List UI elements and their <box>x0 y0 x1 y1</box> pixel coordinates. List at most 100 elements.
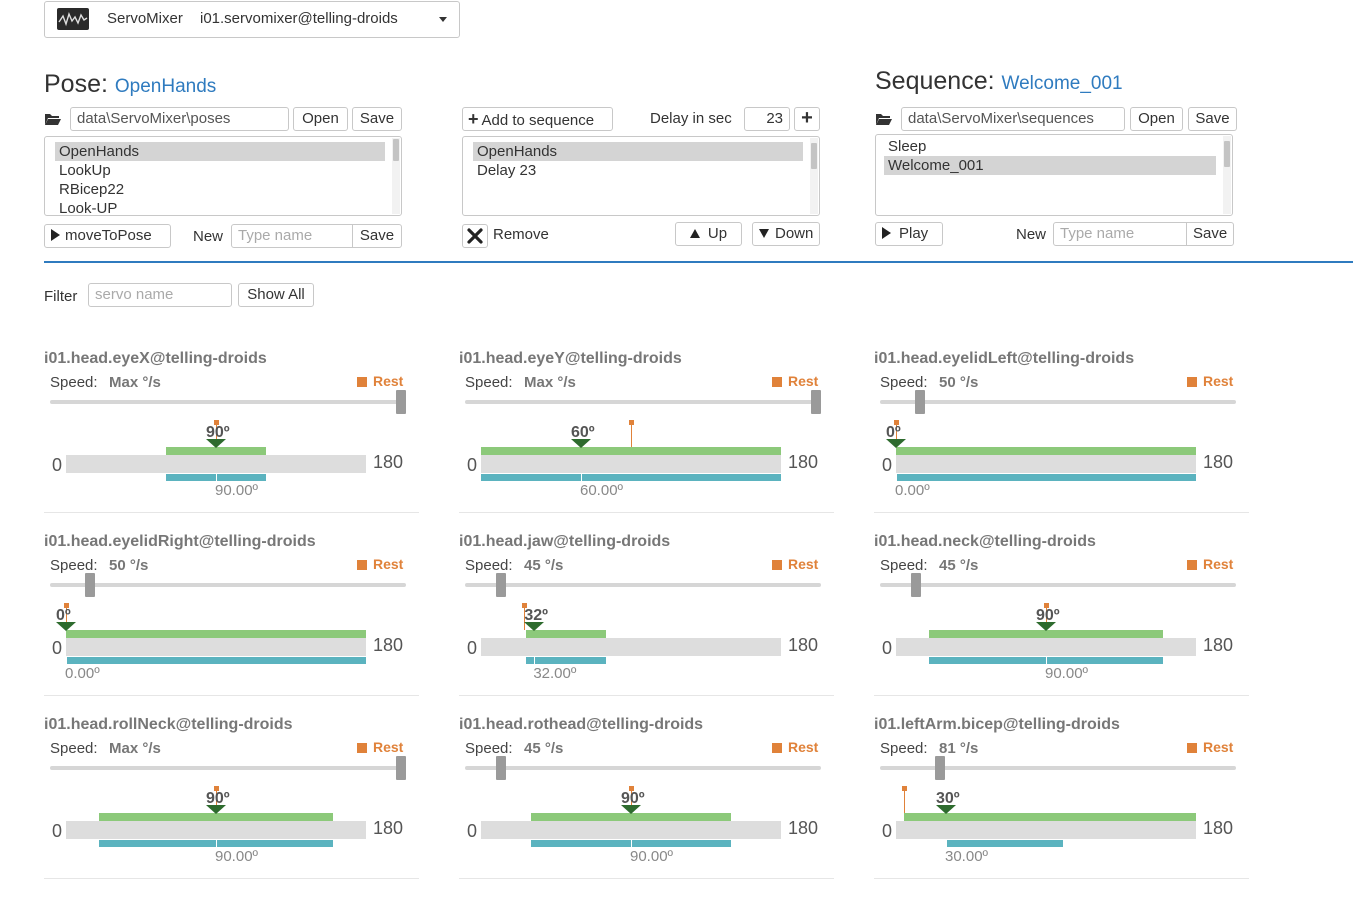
current-range-bar <box>99 840 333 847</box>
target-marker-icon[interactable] <box>571 439 591 448</box>
stop-icon <box>772 560 782 570</box>
rest-button[interactable]: Rest <box>357 556 403 572</box>
rest-button[interactable]: Rest <box>1187 373 1233 389</box>
sequence-current-link[interactable]: Welcome_001 <box>1001 73 1123 94</box>
show-all-button[interactable]: Show All <box>238 283 314 307</box>
speed-slider-handle[interactable] <box>935 756 946 780</box>
position-slider-track[interactable] <box>481 455 781 473</box>
pose-heading-label: Pose: <box>44 70 108 98</box>
sequence-list-scrollbar[interactable] <box>1223 136 1231 214</box>
pose-path-input[interactable]: data\ServoMixer\poses <box>70 107 289 131</box>
sequence-build-list[interactable]: OpenHands Delay 23 <box>462 136 820 216</box>
speed-slider-track[interactable] <box>465 400 821 404</box>
pose-save-button[interactable]: Save <box>352 107 402 131</box>
filter-input[interactable]: servo name <box>88 283 232 307</box>
pose-list[interactable]: OpenHands LookUp RBicep22 Look-UP <box>44 136 402 216</box>
pose-new-save-button[interactable]: Save <box>352 224 402 248</box>
delay-input[interactable]: 23 <box>744 107 790 131</box>
speed-slider-track[interactable] <box>50 583 406 587</box>
pose-list-item[interactable]: OpenHands <box>55 142 385 161</box>
speed-slider-handle[interactable] <box>396 756 406 780</box>
speed-slider-track[interactable] <box>50 400 406 404</box>
position-slider-track[interactable] <box>481 638 781 656</box>
speed-slider-handle[interactable] <box>496 756 507 780</box>
rest-button[interactable]: Rest <box>1187 556 1233 572</box>
move-up-button[interactable]: Up <box>675 222 742 246</box>
target-marker-icon[interactable] <box>206 805 226 814</box>
target-marker-icon[interactable] <box>524 622 545 631</box>
target-range-bar <box>904 813 1196 821</box>
rest-button[interactable]: Rest <box>357 373 403 389</box>
rest-button[interactable]: Rest <box>357 739 403 755</box>
speed-slider-handle[interactable] <box>911 573 922 597</box>
pose-list-scrollbar[interactable] <box>392 138 400 214</box>
rest-button[interactable]: Rest <box>772 556 818 572</box>
speed-slider-handle[interactable] <box>811 390 821 414</box>
speed-slider-handle[interactable] <box>84 573 95 597</box>
target-marker-icon[interactable] <box>621 805 641 814</box>
position-slider-track[interactable] <box>481 821 781 839</box>
position-slider-track[interactable] <box>66 821 366 839</box>
sequence-build-scrollbar[interactable] <box>810 138 818 214</box>
sequence-build-item[interactable]: OpenHands <box>473 142 803 161</box>
remove-icon-button[interactable] <box>462 224 488 248</box>
speed-slider-handle[interactable] <box>914 390 925 414</box>
rest-button[interactable]: Rest <box>772 739 818 755</box>
sequence-new-save-button[interactable]: Save <box>1186 222 1234 246</box>
rest-button[interactable]: Rest <box>1187 739 1233 755</box>
speed-slider-track[interactable] <box>880 583 1236 587</box>
rest-position-marker <box>214 786 219 813</box>
add-delay-button[interactable]: + <box>794 107 820 131</box>
target-marker-icon[interactable] <box>1036 622 1056 631</box>
sequence-list-scroll-thumb[interactable] <box>1224 141 1230 167</box>
panel-separator <box>459 695 834 696</box>
pose-open-button[interactable]: Open <box>293 107 348 131</box>
target-marker-icon[interactable] <box>206 439 226 448</box>
target-marker-icon[interactable] <box>936 805 956 814</box>
pose-current-link[interactable]: OpenHands <box>114 76 217 97</box>
sequence-list-item[interactable]: Sleep <box>888 138 927 155</box>
speed-slider-track[interactable] <box>880 766 1236 770</box>
pose-list-item[interactable]: LookUp <box>59 162 111 179</box>
target-marker-icon[interactable] <box>56 622 76 631</box>
rest-button[interactable]: Rest <box>772 373 818 389</box>
sequence-list-items: Sleep Welcome_001 <box>884 137 1216 175</box>
servo-panel: i01.leftArm.bicep@telling-droids Speed: … <box>874 716 1249 886</box>
move-to-pose-button[interactable]: moveToPose <box>44 224 171 248</box>
position-slider-track[interactable] <box>66 638 366 656</box>
sequence-new-name-input[interactable]: Type name <box>1053 222 1187 246</box>
max-limit: 180 <box>373 635 404 655</box>
pose-new-name-input[interactable]: Type name <box>231 224 353 248</box>
service-selector[interactable]: ServoMixer i01.servomixer@telling-droids <box>44 1 460 38</box>
pose-list-item[interactable]: Look-UP <box>59 200 118 216</box>
close-icon <box>467 228 483 244</box>
speed-slider-track[interactable] <box>50 766 406 770</box>
sequence-save-button[interactable]: Save <box>1188 107 1237 131</box>
play-sequence-button[interactable]: Play <box>875 222 943 246</box>
speed-slider-track[interactable] <box>880 400 1236 404</box>
target-range-bar <box>929 630 1163 638</box>
position-slider-track[interactable] <box>66 455 366 473</box>
speed-value: 81 °/s <box>939 740 979 757</box>
speed-slider-track[interactable] <box>465 766 821 770</box>
sequence-heading-label: Sequence: <box>875 67 995 95</box>
sequence-open-button[interactable]: Open <box>1130 107 1183 131</box>
sequence-build-scroll-thumb[interactable] <box>811 143 817 169</box>
move-down-button[interactable]: Down <box>752 222 820 246</box>
target-marker-icon[interactable] <box>886 439 906 448</box>
sequence-build-item[interactable]: Delay 23 <box>477 162 537 179</box>
position-slider-track[interactable] <box>896 638 1196 656</box>
speed-slider-handle[interactable] <box>496 573 507 597</box>
remove-label[interactable]: Remove <box>493 226 549 243</box>
sequence-path-input[interactable]: data\ServoMixer\sequences <box>901 107 1125 131</box>
pose-list-scroll-thumb[interactable] <box>393 139 399 161</box>
pose-list-item[interactable]: RBicep22 <box>59 181 125 198</box>
sequence-list[interactable]: Sleep Welcome_001 <box>875 134 1233 216</box>
speed-slider-track[interactable] <box>465 583 821 587</box>
sequence-list-item[interactable]: Welcome_001 <box>884 156 1216 175</box>
position-slider-track[interactable] <box>896 821 1196 839</box>
position-slider-track[interactable] <box>896 455 1196 473</box>
add-to-sequence-button[interactable]: + Add to sequence <box>462 107 613 131</box>
speed-slider-handle[interactable] <box>396 390 406 414</box>
min-limit: 0 <box>467 638 478 658</box>
